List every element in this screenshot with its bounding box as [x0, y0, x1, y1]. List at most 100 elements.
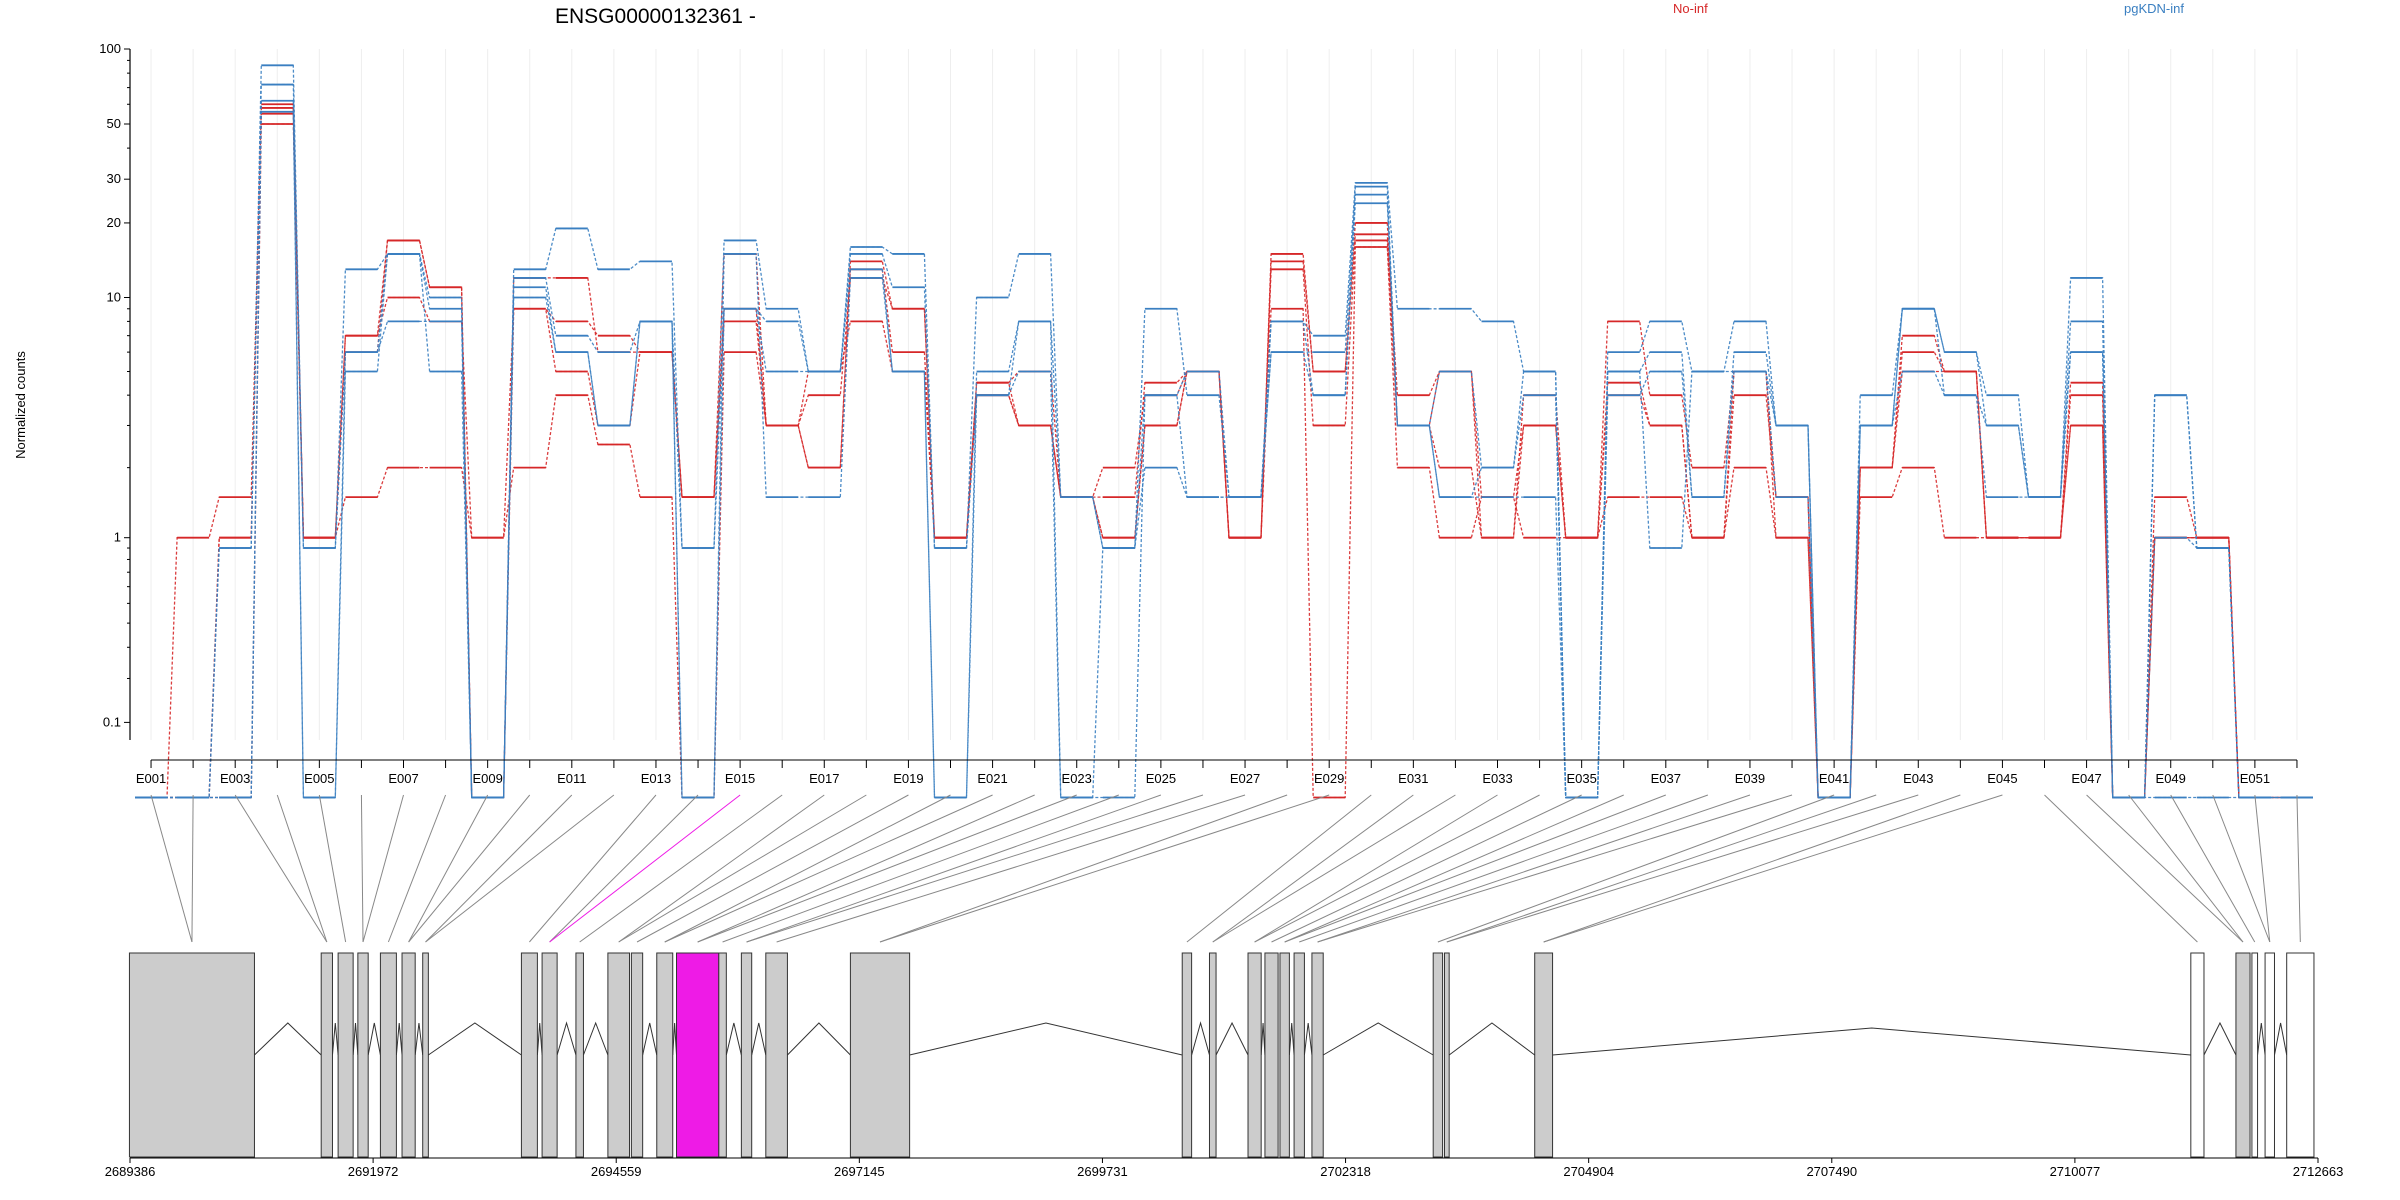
exon-block — [1311, 952, 1324, 1158]
legend-no-inf: No-inf — [1673, 1, 1708, 16]
intron-line — [1448, 1022, 1536, 1056]
exon-connector — [1446, 794, 1919, 943]
y-axis-label: Normalized counts — [13, 351, 28, 459]
exon-connector — [2254, 794, 2271, 943]
exon-block — [630, 952, 644, 1158]
exon-block — [1208, 952, 1217, 1158]
exon-connector — [362, 794, 404, 943]
chart-title: ENSG00000132361 - — [555, 5, 756, 28]
exon-connector — [1543, 794, 2003, 943]
highlighted-exon-block — [676, 952, 720, 1158]
y-axis: 0.1 1 10 20 30 50 100 — [99, 41, 131, 740]
exon-connector — [1446, 794, 1877, 943]
exon-block — [357, 952, 369, 1158]
exon-connector — [2212, 794, 2271, 943]
exon-block — [1443, 952, 1450, 1158]
x-tick-label: E025 — [1146, 771, 1176, 786]
exon-connector — [664, 794, 951, 943]
legend-pgkdn-inf: pgKDN-inf — [2124, 1, 2184, 16]
exon-block — [2286, 952, 2315, 1158]
y-tick-label: 30 — [107, 171, 121, 186]
intron-line — [367, 1022, 381, 1056]
exon-connector — [1543, 794, 1961, 943]
coordinate-tick-label: 2694559 — [591, 1164, 642, 1179]
x-tick-label: E039 — [1735, 771, 1765, 786]
x-tick-label: E011 — [557, 771, 586, 786]
coordinate-tick-label: 2697145 — [834, 1164, 885, 1179]
x-tick-label: E047 — [2071, 771, 2101, 786]
exon-connector — [191, 794, 194, 943]
exon-connector — [360, 794, 364, 943]
exon-connector — [697, 794, 1035, 943]
intron-line — [2257, 1022, 2266, 1056]
exon-block — [575, 952, 584, 1158]
exon-block — [337, 952, 354, 1158]
intron-line — [536, 1022, 543, 1056]
intron-line — [751, 1022, 767, 1056]
exon-block — [765, 952, 788, 1158]
exon-connector — [318, 794, 347, 943]
exon-block — [2251, 952, 2259, 1158]
exon-connector — [1284, 794, 1624, 943]
intron-line — [352, 1022, 359, 1056]
exon-block — [1432, 952, 1444, 1158]
coordinate-tick-label: 2699731 — [1077, 1164, 1128, 1179]
x-tick-label: E027 — [1230, 771, 1260, 786]
x-tick-label: E003 — [220, 771, 250, 786]
intron-line — [2273, 1022, 2288, 1056]
coordinate-tick-label: 2691972 — [348, 1164, 399, 1179]
intron-line — [1260, 1022, 1266, 1056]
x-axis: E001 E003 E005 E007 E009 E011 E013 E015 E017 E019… — [136, 759, 2298, 786]
exon-block — [128, 952, 255, 1158]
exon-connector — [1212, 794, 1456, 943]
intron-line — [725, 1022, 742, 1056]
x-tick-label: E021 — [977, 771, 1007, 786]
exon-connector — [879, 794, 1288, 943]
series-line — [135, 111, 2313, 799]
exon-connector — [1271, 794, 1582, 943]
exon-connector — [234, 794, 328, 943]
exon-block — [849, 952, 911, 1158]
x-tick-label: E013 — [641, 771, 671, 786]
exon-connector — [549, 794, 699, 943]
coordinate-tick-label: 2702318 — [1320, 1164, 1371, 1179]
intron-line — [331, 1022, 339, 1056]
exon-connector — [1212, 794, 1414, 943]
exon-connector — [2128, 794, 2244, 943]
exon-connector — [776, 794, 1246, 943]
intron-line — [787, 1022, 851, 1056]
exon-connector — [1186, 794, 1372, 943]
series-line — [135, 83, 2313, 799]
exon-block — [1279, 952, 1290, 1158]
exon-block — [2264, 952, 2275, 1158]
exon-block — [1264, 952, 1279, 1158]
exon-connector — [1317, 794, 1793, 943]
intron-line — [254, 1022, 322, 1056]
exon-connector — [2296, 794, 2301, 943]
x-tick-label: E019 — [893, 771, 923, 786]
exon-connector — [722, 794, 1119, 943]
x-tick-label: E051 — [2240, 771, 2270, 786]
intron-line — [1552, 1027, 2191, 1056]
coordinate-tick-label: 2704904 — [1563, 1164, 1614, 1179]
x-tick-label: E031 — [1398, 771, 1428, 786]
x-tick-label: E007 — [388, 771, 418, 786]
intron-line — [395, 1022, 403, 1056]
gene-model-track — [128, 952, 2315, 1158]
exon-connector — [2086, 794, 2244, 943]
intron-line — [909, 1022, 1183, 1056]
exon-block — [541, 952, 558, 1158]
intron-line — [642, 1022, 658, 1056]
exon-connector — [746, 794, 1162, 943]
exon-connector — [1254, 794, 1540, 943]
exon-connector — [529, 794, 657, 943]
series-layer — [135, 64, 2313, 799]
intron-line — [556, 1021, 577, 1056]
intron-line — [1303, 1022, 1313, 1056]
genomic-coordinate-axis: 2689386 2691972 2694559 2697145 2699731 27023… — [105, 1157, 2343, 1179]
exon-connector — [425, 794, 573, 943]
exon-connector — [1317, 794, 1751, 943]
exon-connector — [1284, 794, 1666, 943]
exon-connector — [408, 794, 489, 943]
exon-connector — [150, 794, 193, 943]
